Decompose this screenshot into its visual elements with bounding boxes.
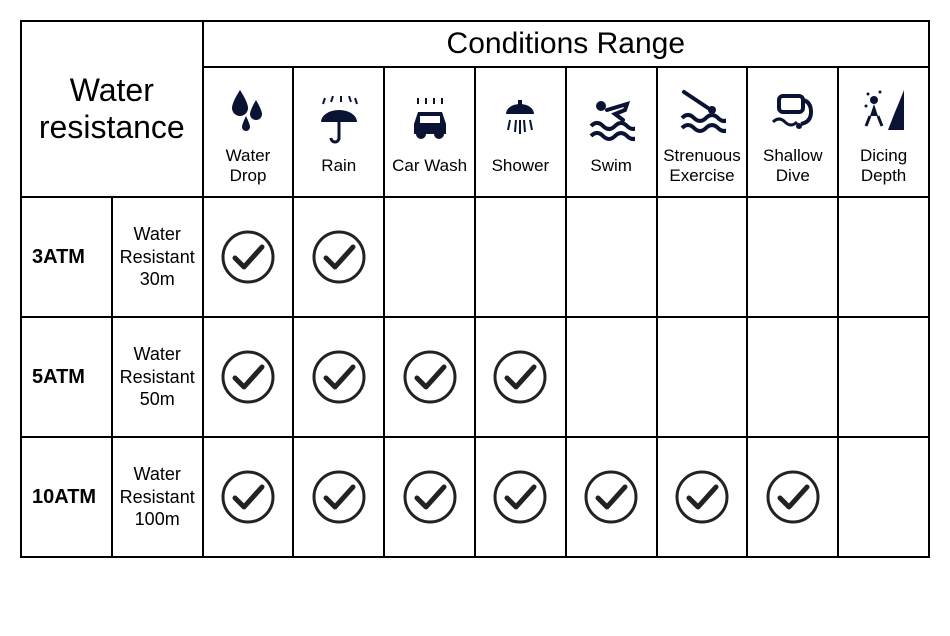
conditions-title-cell: Conditions Range — [203, 21, 929, 67]
check-cell — [838, 317, 929, 437]
table-row: 3ATM Water Resistant 30m — [21, 197, 929, 317]
check-icon — [674, 469, 730, 525]
condition-header-rain: Rain — [293, 67, 384, 197]
check-icon — [220, 469, 276, 525]
check-icon — [311, 469, 367, 525]
condition-label: Water Drop — [208, 146, 289, 185]
rain-icon — [298, 88, 379, 152]
dicing-depth-icon — [843, 78, 924, 142]
check-cell — [747, 197, 838, 317]
conditions-title: Conditions Range — [447, 27, 686, 60]
desc-label: Water Resistant 30m — [120, 224, 195, 289]
condition-label: Swim — [571, 156, 652, 176]
condition-label: Strenuous Exercise — [662, 146, 743, 185]
check-cell — [747, 317, 838, 437]
check-cell — [566, 317, 657, 437]
table-row: 10ATM Water Resistant 100m — [21, 437, 929, 557]
check-cell — [293, 197, 384, 317]
water-drop-icon — [208, 78, 289, 142]
shallow-dive-icon — [752, 78, 833, 142]
condition-header-swim: Swim — [566, 67, 657, 197]
check-cell — [657, 437, 748, 557]
desc-cell: Water Resistant 30m — [112, 197, 203, 317]
atm-label: 3ATM — [32, 246, 85, 268]
shower-icon — [480, 88, 561, 152]
desc-cell: Water Resistant 50m — [112, 317, 203, 437]
desc-label: Water Resistant 50m — [120, 344, 195, 409]
condition-header-shallow_dive: Shallow Dive — [747, 67, 838, 197]
atm-cell: 5ATM — [21, 317, 112, 437]
condition-label: Shallow Dive — [752, 146, 833, 185]
check-cell — [475, 437, 566, 557]
water-resistance-table: Water resistance Conditions Range Water … — [20, 20, 930, 558]
check-cell — [293, 437, 384, 557]
condition-label: Dicing Depth — [843, 146, 924, 185]
check-cell — [838, 437, 929, 557]
condition-header-shower: Shower — [475, 67, 566, 197]
check-icon — [402, 469, 458, 525]
check-cell — [566, 197, 657, 317]
swim-icon — [571, 88, 652, 152]
condition-header-car_wash: Car Wash — [384, 67, 475, 197]
strenuous-exercise-icon — [662, 78, 743, 142]
car-wash-icon — [389, 88, 470, 152]
check-icon — [402, 349, 458, 405]
check-icon — [492, 469, 548, 525]
check-icon — [583, 469, 639, 525]
atm-label: 10ATM — [32, 486, 96, 508]
header-title: Water resistance — [39, 72, 185, 145]
check-cell — [475, 197, 566, 317]
check-icon — [220, 349, 276, 405]
check-cell — [203, 197, 294, 317]
check-icon — [311, 229, 367, 285]
condition-header-strenuous_exercise: Strenuous Exercise — [657, 67, 748, 197]
check-cell — [657, 197, 748, 317]
check-cell — [384, 197, 475, 317]
check-cell — [475, 317, 566, 437]
condition-header-dicing_depth: Dicing Depth — [838, 67, 929, 197]
check-cell — [838, 197, 929, 317]
check-cell — [384, 317, 475, 437]
atm-cell: 10ATM — [21, 437, 112, 557]
check-icon — [311, 349, 367, 405]
atm-cell: 3ATM — [21, 197, 112, 317]
check-icon — [220, 229, 276, 285]
check-icon — [765, 469, 821, 525]
header-title-cell: Water resistance — [21, 21, 203, 197]
desc-label: Water Resistant 100m — [120, 464, 195, 529]
check-cell — [657, 317, 748, 437]
condition-label: Car Wash — [389, 156, 470, 176]
check-cell — [203, 317, 294, 437]
table-row: 5ATM Water Resistant 50m — [21, 317, 929, 437]
check-icon — [492, 349, 548, 405]
check-cell — [293, 317, 384, 437]
check-cell — [747, 437, 838, 557]
desc-cell: Water Resistant 100m — [112, 437, 203, 557]
check-cell — [203, 437, 294, 557]
check-cell — [566, 437, 657, 557]
condition-header-water_drop: Water Drop — [203, 67, 294, 197]
condition-label: Rain — [298, 156, 379, 176]
atm-label: 5ATM — [32, 366, 85, 388]
check-cell — [384, 437, 475, 557]
condition-label: Shower — [480, 156, 561, 176]
